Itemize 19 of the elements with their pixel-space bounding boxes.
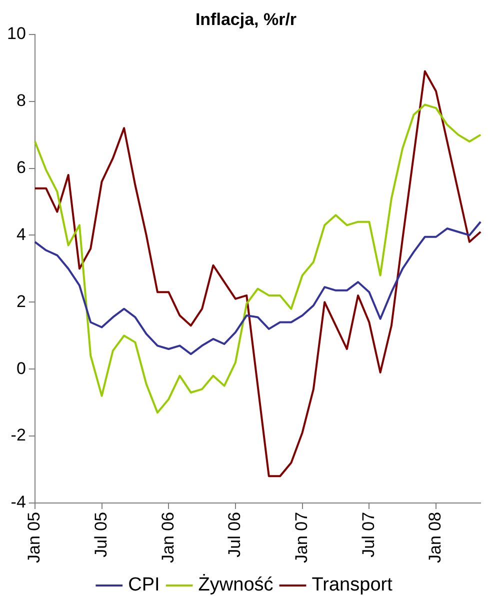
chart-title: Inflacja, %r/r	[195, 10, 297, 29]
y-tick-label: 6	[16, 158, 26, 177]
y-tick-label: -2	[10, 426, 26, 445]
x-tick-label: Jan 08	[426, 512, 445, 564]
y-tick-label: 10	[6, 24, 26, 44]
legend-label: Żywność	[198, 574, 274, 596]
y-tick-label: -4	[10, 492, 26, 512]
legend-label: Transport	[312, 574, 394, 596]
x-tick-label: Jul 07	[358, 512, 378, 558]
x-tick-label: Jan 07	[292, 512, 312, 564]
y-tick-label: 0	[16, 358, 26, 378]
y-tick-label: 2	[16, 292, 26, 311]
x-tick-label: Jan 05	[24, 512, 44, 564]
x-tick-label: Jan 06	[158, 512, 178, 564]
y-tick-label: 4	[16, 224, 26, 244]
x-tick-label: Jul 05	[91, 512, 110, 558]
y-tick-label: 8	[16, 91, 26, 110]
legend-label: CPI	[128, 574, 160, 596]
x-tick-label: Jul 06	[225, 512, 244, 558]
